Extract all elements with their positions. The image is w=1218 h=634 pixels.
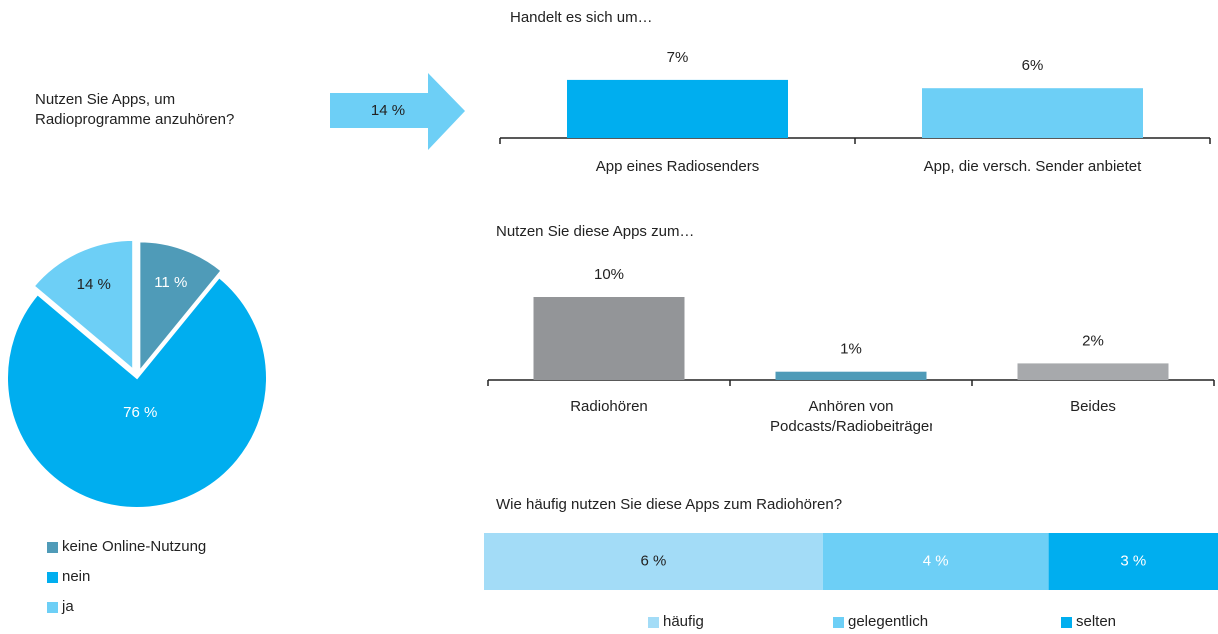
bar <box>1017 363 1169 380</box>
bar <box>533 297 685 380</box>
bar-segment <box>1048 533 1218 590</box>
category-label-box: Radiohören <box>570 398 648 415</box>
legend-label: ja <box>61 598 74 615</box>
chart-title: Handelt es sich um… <box>510 9 653 26</box>
legend-swatch <box>47 602 58 613</box>
slice-label: 11 % <box>154 274 187 291</box>
legend-label: keine Online-Nutzung <box>62 538 206 555</box>
value-label: 10% <box>594 266 624 283</box>
category-label: Radiohören <box>570 398 648 415</box>
category-label-box: App, die versch. Sender anbietet <box>923 158 1142 175</box>
legend-swatch <box>648 617 659 628</box>
legend-label: gelegentlich <box>848 613 928 630</box>
legend-swatch <box>47 542 58 553</box>
bar <box>922 88 1143 138</box>
slice-label: 76 % <box>123 404 157 421</box>
value-label: 1% <box>840 341 862 358</box>
category-label-box: Anhören von Podcasts/Radiobeiträgen <box>770 398 932 435</box>
category-label: App eines Radiosenders <box>595 158 760 175</box>
category-label: Beides <box>1070 398 1116 415</box>
legend-swatch <box>47 572 58 583</box>
bar <box>775 371 927 380</box>
chart-title: Nutzen Sie diese Apps zum… <box>496 223 694 240</box>
value-label: 7% <box>667 49 689 66</box>
segment-label: 3 % <box>1120 552 1146 569</box>
callout-label: 14 % <box>371 102 405 119</box>
legend-swatch <box>1061 617 1072 628</box>
pie-slice <box>6 275 268 509</box>
pie-slice <box>138 240 223 375</box>
value-label: 6% <box>1022 57 1044 74</box>
pie-title-box: Nutzen Sie Apps, um Radioprogramme anzuh… <box>35 91 235 128</box>
segment-label: 4 % <box>923 552 949 569</box>
category-label-box: Beides <box>1070 398 1116 415</box>
category-label-box: App eines Radiosenders <box>595 158 760 175</box>
legend-label: nein <box>62 568 90 585</box>
legend-swatch <box>833 617 844 628</box>
category-label: Anhören von Podcasts/Radiobeiträgen <box>770 398 932 435</box>
legend-label: selten <box>1076 613 1116 630</box>
slice-label: 14 % <box>77 276 111 293</box>
callout-arrow <box>330 73 465 150</box>
category-label: App, die versch. Sender anbietet <box>923 158 1142 175</box>
segment-label: 6 % <box>640 552 666 569</box>
value-label: 2% <box>1082 332 1104 349</box>
bar-segment <box>822 533 1049 590</box>
pie-slice <box>32 238 135 372</box>
bar <box>567 79 788 138</box>
legend-label: häufig <box>663 613 704 630</box>
bar-segment <box>484 533 823 590</box>
pie-title: Nutzen Sie Apps, um Radioprogramme anzuh… <box>35 91 235 128</box>
chart-title: Wie häufig nutzen Sie diese Apps zum Rad… <box>496 496 842 513</box>
